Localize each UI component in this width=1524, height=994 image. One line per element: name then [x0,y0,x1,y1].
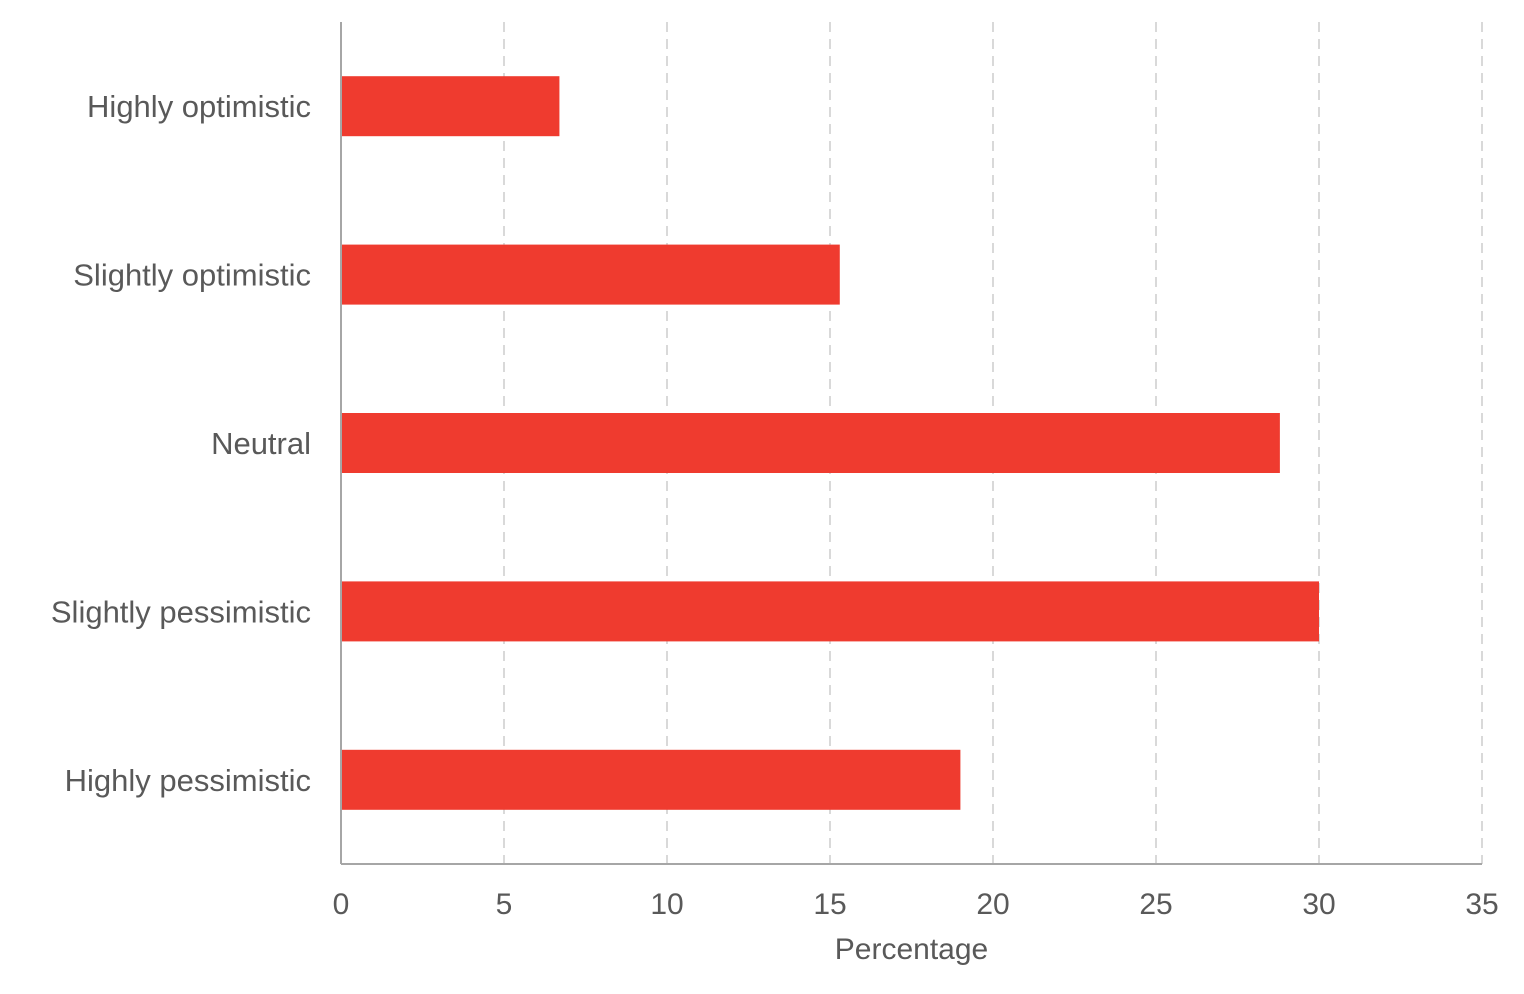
category-label: Neutral [211,426,311,461]
x-tick-label: 0 [333,888,350,921]
bar [341,413,1280,473]
x-tick-label: 5 [496,888,513,921]
bar [341,581,1319,642]
category-label: Slightly pessimistic [51,594,311,629]
x-tick-label: 30 [1302,888,1335,921]
x-tick-labels: 0 5 10 15 20 25 30 35 [333,888,1499,921]
gridlines [503,22,1483,864]
bar [341,76,560,137]
x-axis-title: Percentage [835,933,988,966]
x-tick-label: 20 [976,888,1009,921]
bars [341,76,1319,810]
category-labels: Highly optimistic Slightly optimistic Neut… [51,89,311,798]
x-tick-label: 10 [650,888,683,921]
x-tick-label: 35 [1465,888,1498,921]
category-label: Highly pessimistic [65,763,311,798]
category-label: Highly optimistic [87,89,311,124]
x-tick-label: 25 [1139,888,1172,921]
category-label: Slightly optimistic [73,258,311,293]
bar [341,749,961,810]
x-tick-label: 15 [813,888,846,921]
bar [341,244,840,305]
